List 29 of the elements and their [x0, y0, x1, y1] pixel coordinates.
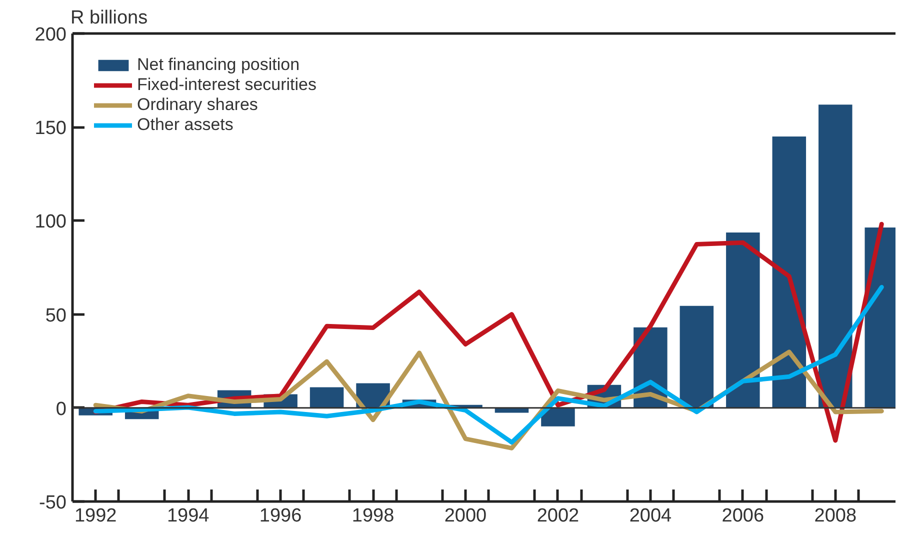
line-series [93, 222, 884, 443]
legend-label: Ordinary shares [137, 95, 258, 115]
bar [726, 232, 760, 408]
legend-label: Net financing position [137, 55, 300, 75]
x-tick-label: 2008 [814, 506, 857, 526]
legend-label: Other assets [137, 115, 234, 135]
x-tick-label: 2004 [629, 506, 672, 526]
bar [541, 408, 575, 426]
y-tick-label: -50 [39, 492, 67, 514]
bar [310, 387, 344, 408]
legend-label: Fixed-interest securities [137, 75, 317, 95]
x-tick-label: 2006 [722, 506, 764, 526]
x-tick-label: 1994 [166, 506, 210, 526]
x-tick-label: 2000 [444, 506, 487, 526]
y-axis-title: R billions [70, 8, 148, 28]
bar [680, 306, 714, 408]
y-tick-label: 0 [56, 398, 67, 420]
bar [772, 136, 806, 408]
x-tick-label: 1992 [74, 506, 117, 526]
y-tick-label: 100 [34, 212, 66, 233]
y-tick-label: 50 [45, 305, 67, 326]
y-tick-label: 150 [34, 118, 66, 140]
x-tick-label: 1996 [259, 506, 302, 526]
bar [818, 104, 852, 408]
x-tick-label: 1998 [352, 506, 394, 526]
bar [494, 408, 529, 413]
x-tick-label: 2002 [536, 506, 580, 526]
y-tick-label: 200 [34, 24, 66, 46]
line-series [93, 284, 884, 445]
